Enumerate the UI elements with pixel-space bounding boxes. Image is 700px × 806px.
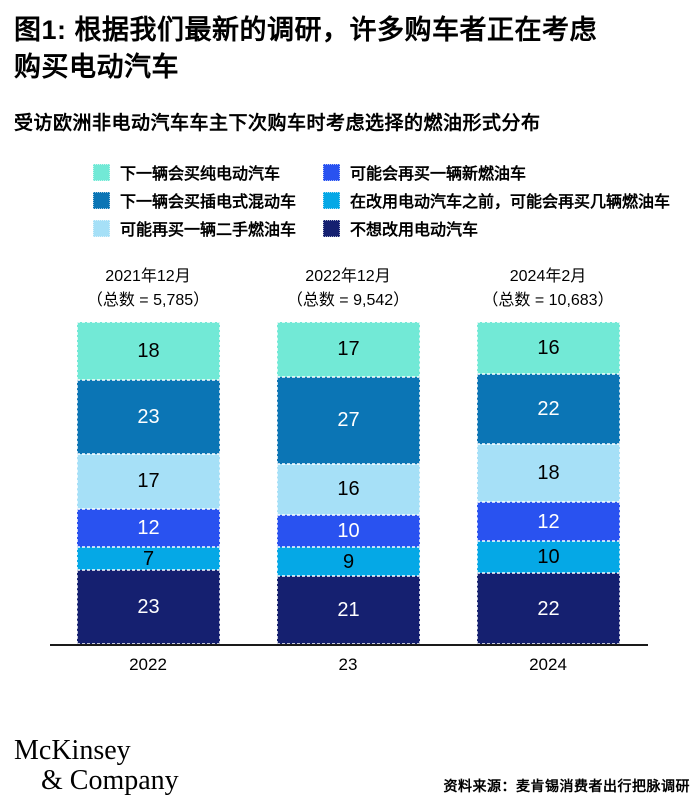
bar-segment: 22 bbox=[477, 573, 620, 644]
bar-segment: 9 bbox=[277, 547, 420, 577]
bar-segment: 17 bbox=[277, 322, 420, 377]
bar-segment: 18 bbox=[477, 444, 620, 503]
bar-segment-value: 16 bbox=[537, 336, 560, 359]
bar-segment: 18 bbox=[77, 322, 220, 380]
figure-title: 图1: 根据我们最新的调研，许多购车者正在考虑 购买电动汽车 bbox=[14, 12, 686, 86]
bar-segment: 17 bbox=[77, 454, 220, 509]
logo-line1: McKinsey bbox=[14, 735, 131, 766]
x-axis-label: 2024 bbox=[529, 655, 567, 674]
legend-swatch-icon bbox=[323, 163, 340, 181]
bar-segment: 12 bbox=[477, 502, 620, 541]
bar-segment: 22 bbox=[477, 373, 620, 445]
column-header: 2024年2月 （总数 = 10,683） bbox=[438, 265, 658, 313]
legend-label: 下一辆会买纯电动汽车 bbox=[120, 166, 281, 183]
x-axis-label: 2022 bbox=[129, 655, 167, 674]
bar-segment: 23 bbox=[77, 569, 220, 644]
legend-column: 下一辆会买纯电动汽车 下一辆会买插电式混动车 可能再买一辆二手燃油车 bbox=[93, 163, 323, 247]
legend-item: 可能会再买一辆新燃油车 bbox=[323, 163, 670, 183]
stacked-bar-chart: 2021年12月 （总数 = 5,785） 18 23 17 12 7 23 2022 2022年… bbox=[38, 265, 658, 674]
logo-line2: & Company bbox=[41, 765, 179, 796]
mckinsey-logo: McKinsey & Company bbox=[14, 736, 179, 796]
bar-segment-value: 18 bbox=[137, 339, 160, 362]
bar-segment: 27 bbox=[277, 376, 420, 464]
bar-segment: 21 bbox=[277, 576, 420, 644]
column-date: 2024年2月 bbox=[509, 268, 587, 285]
bar-segment-value: 12 bbox=[537, 510, 560, 533]
bar-segment-value: 22 bbox=[537, 397, 560, 420]
column-date: 2022年12月 bbox=[305, 268, 391, 285]
bar-segment: 12 bbox=[77, 508, 220, 548]
bar-segment-value: 27 bbox=[337, 409, 360, 432]
bar-segment-value: 10 bbox=[537, 546, 560, 569]
bar-segment-value: 9 bbox=[342, 550, 355, 573]
x-axis-label: 23 bbox=[338, 655, 358, 674]
bar-segment-value: 23 bbox=[137, 595, 160, 618]
column-total: （总数 = 5,785） bbox=[86, 292, 210, 309]
column-date: 2021年12月 bbox=[105, 268, 191, 285]
bar-segment-value: 21 bbox=[337, 599, 360, 622]
figure-title-line1: 图1: 根据我们最新的调研，许多购车者正在考虑 bbox=[14, 15, 598, 45]
source-note: 资料来源：麦肯锡消费者出行把脉调研 bbox=[443, 778, 690, 794]
legend-label: 可能会再买一辆新燃油车 bbox=[350, 166, 527, 183]
bar-segment-value: 18 bbox=[537, 462, 560, 485]
column-total: （总数 = 9,542） bbox=[286, 292, 410, 309]
legend-label: 不想改用电动汽车 bbox=[350, 222, 479, 239]
legend-swatch-icon bbox=[93, 163, 110, 181]
legend-swatch-icon bbox=[323, 219, 340, 237]
legend-swatch-icon bbox=[93, 219, 110, 237]
stacked-bar: 18 23 17 12 7 23 bbox=[77, 322, 220, 644]
legend-item: 下一辆会买插电式混动车 bbox=[93, 191, 323, 211]
bar-segment-value: 22 bbox=[537, 597, 560, 620]
bar-segment: 16 bbox=[277, 463, 420, 516]
legend-item: 不想改用电动汽车 bbox=[323, 219, 670, 239]
legend-swatch-icon bbox=[323, 191, 340, 209]
figure-subtitle: 受访欧洲非电动汽车车主下次购车时考虑选择的燃油形式分布 bbox=[14, 113, 541, 134]
bar-segment-value: 16 bbox=[337, 478, 360, 501]
column-total: （总数 = 10,683） bbox=[482, 292, 614, 309]
figure-title-line2: 购买电动汽车 bbox=[14, 52, 179, 82]
chart-legend: 下一辆会买纯电动汽车 下一辆会买插电式混动车 可能再买一辆二手燃油车 可能会再买一辆新… bbox=[93, 163, 693, 247]
legend-label: 下一辆会买插电式混动车 bbox=[120, 194, 297, 211]
bar-segment-value: 12 bbox=[137, 517, 160, 540]
legend-column: 可能会再买一辆新燃油车在改用电动汽车之前，可能会再买几辆燃油车 不想改用电动汽车 bbox=[323, 163, 670, 247]
stacked-bar: 16 22 18 12 10 22 bbox=[477, 322, 620, 644]
bar-segment: 10 bbox=[277, 515, 420, 548]
bar-segment: 16 bbox=[477, 322, 620, 374]
legend-item: 下一辆会买纯电动汽车 bbox=[93, 163, 323, 183]
x-axis-line bbox=[50, 644, 648, 646]
bar-segment: 23 bbox=[77, 379, 220, 454]
bar-segment: 10 bbox=[477, 540, 620, 574]
legend-swatch-icon bbox=[93, 191, 110, 209]
legend-item: 可能再买一辆二手燃油车 bbox=[93, 219, 323, 239]
bar-segment-value: 17 bbox=[337, 338, 360, 361]
bar-segment-value: 7 bbox=[142, 547, 155, 570]
bar-segment-value: 23 bbox=[137, 405, 160, 428]
legend-label: 在改用电动汽车之前，可能会再买几辆燃油车 bbox=[350, 194, 671, 211]
legend-label: 可能再买一辆二手燃油车 bbox=[120, 222, 297, 239]
stacked-bar: 17 27 16 10 9 21 bbox=[277, 322, 420, 644]
legend-item: 在改用电动汽车之前，可能会再买几辆燃油车 bbox=[323, 191, 671, 211]
column-header: 2022年12月 （总数 = 9,542） bbox=[238, 265, 458, 313]
bar-segment-value: 17 bbox=[137, 470, 160, 493]
bar-segment-value: 10 bbox=[337, 520, 360, 543]
bar-segment: 7 bbox=[77, 547, 220, 570]
column-header: 2021年12月 （总数 = 5,785） bbox=[38, 265, 258, 313]
